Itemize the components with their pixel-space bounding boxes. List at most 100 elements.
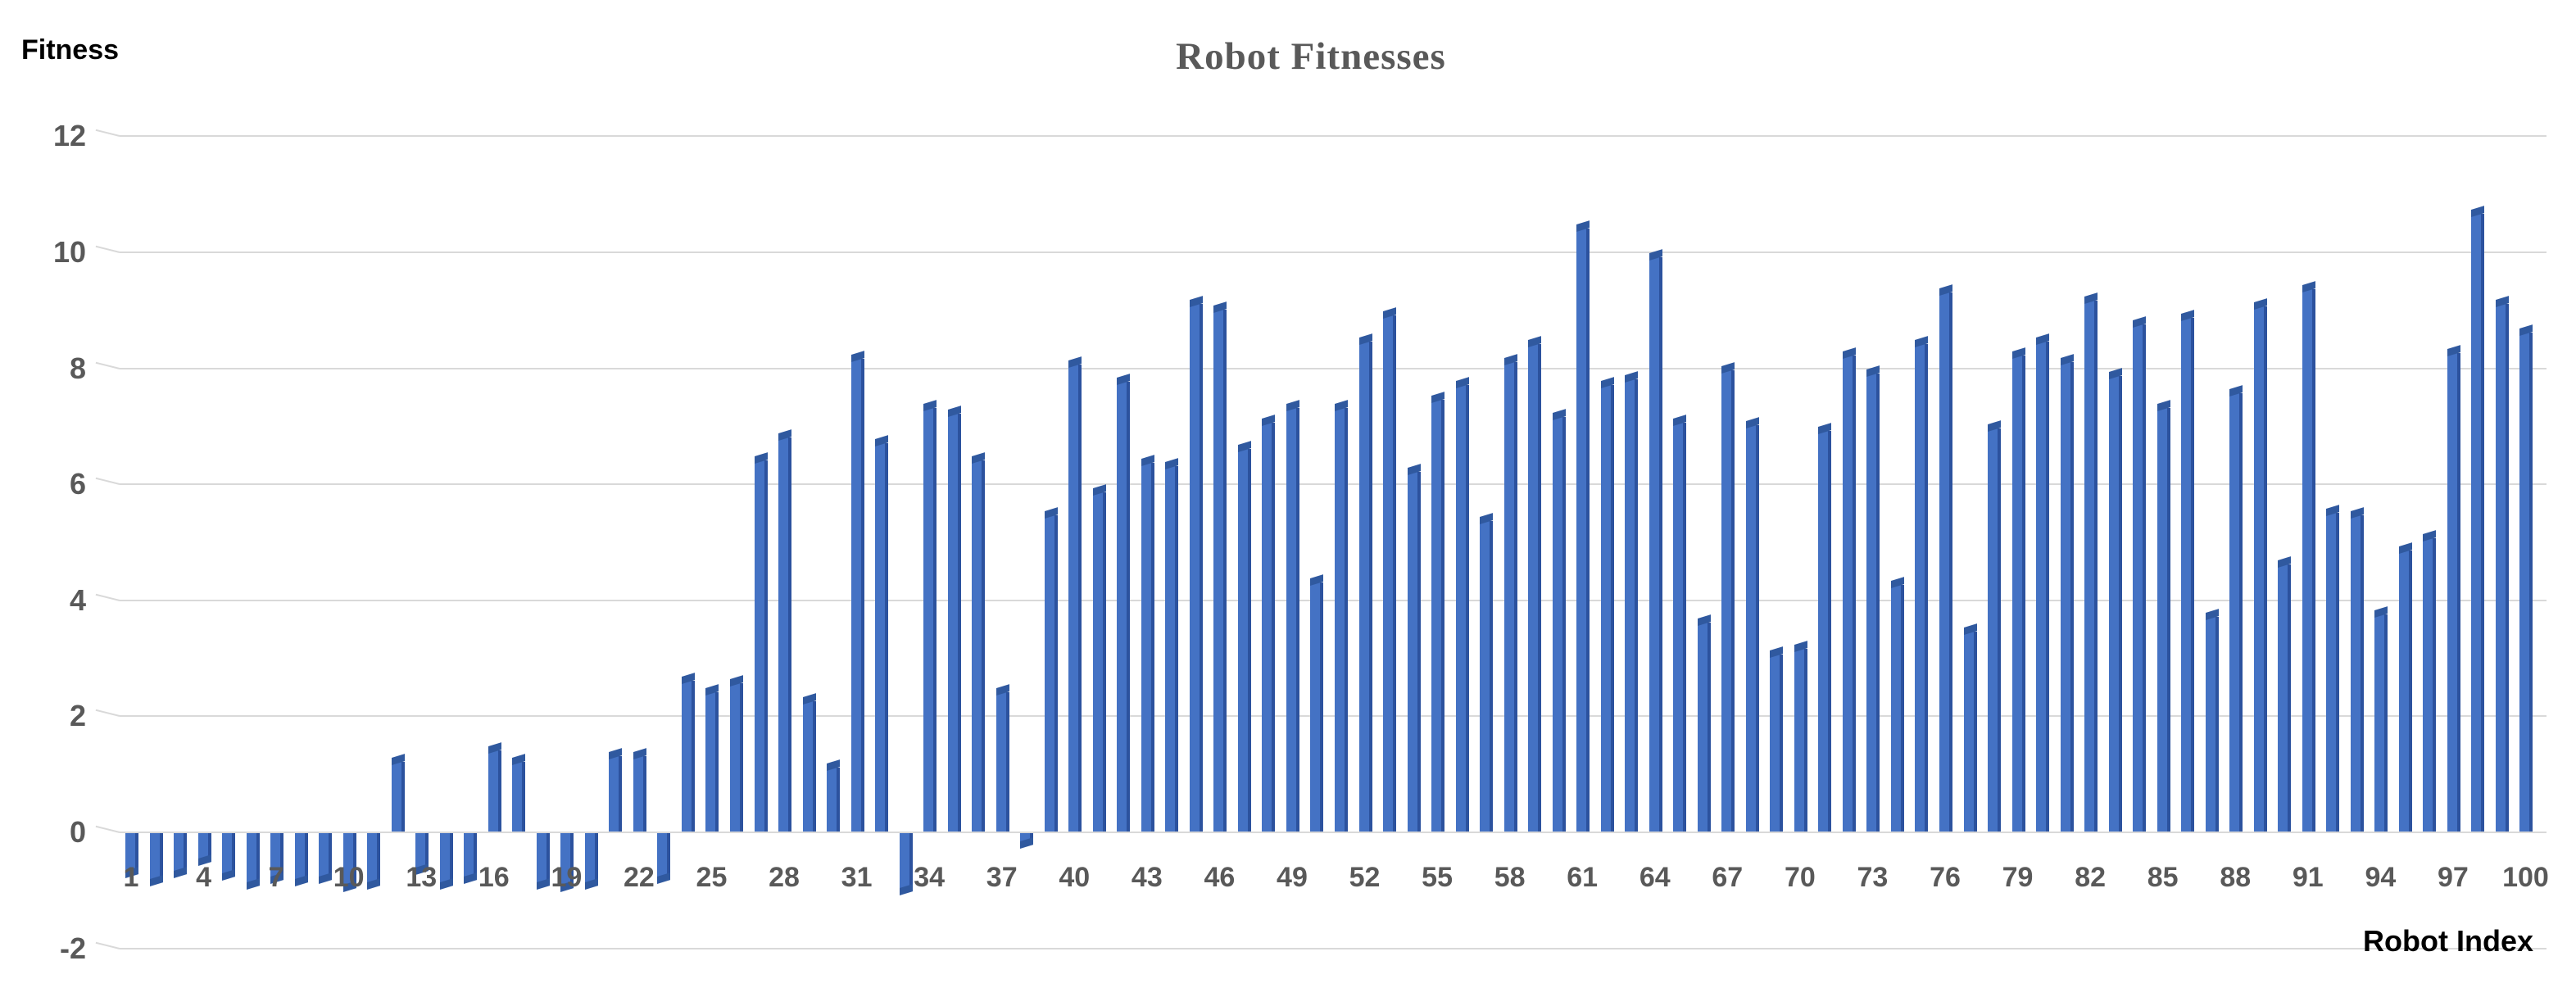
bar-robot-97 — [2447, 344, 2460, 832]
bar-robot-38 — [1020, 833, 1033, 850]
bar-3d-cap — [1383, 306, 1396, 319]
bar-3d-cap — [488, 741, 501, 754]
bar-robot-21 — [609, 748, 622, 832]
bar-3d-cap — [2157, 400, 2170, 412]
bar-robot-26 — [730, 675, 743, 832]
bar-robot-67 — [1721, 362, 1735, 832]
bar-robot-85 — [2157, 400, 2170, 832]
x-tick-label-82: 82 — [2075, 862, 2107, 893]
bar-3d-cap — [1988, 420, 2001, 432]
bar-robot-28 — [778, 428, 791, 832]
bar-robot-48 — [1262, 414, 1275, 832]
gridline-y2 — [120, 715, 2547, 718]
gridline-y6 — [120, 483, 2547, 486]
bar-robot-50 — [1310, 573, 1323, 832]
x-tick-label-58: 58 — [1494, 862, 1526, 893]
bar-robot-5 — [222, 833, 235, 881]
bar-robot-76 — [1939, 283, 1952, 832]
bar-robot-62 — [1601, 376, 1614, 832]
bar-robot-25 — [705, 684, 719, 832]
bar-3d-cap — [1891, 577, 1904, 589]
y-axis-title: Fitness — [21, 34, 120, 66]
bar-robot-32 — [875, 434, 888, 832]
bar-robot-9 — [319, 833, 332, 884]
bar-robot-53 — [1383, 306, 1396, 832]
bar-robot-87 — [2206, 609, 2219, 832]
bar-3d-cap — [1238, 440, 1251, 452]
bar-robot-15 — [464, 833, 477, 884]
bar-3d-cap — [2278, 556, 2291, 569]
gridline-y-2 — [120, 947, 2547, 949]
bar-robot-40 — [1068, 356, 1082, 832]
bar-3d-cap — [827, 759, 840, 772]
bar-robot-94 — [2374, 605, 2388, 832]
bar-robot-47 — [1238, 440, 1251, 832]
bar-robot-72 — [1843, 347, 1856, 832]
bar-3d-cap — [2061, 353, 2074, 365]
bar-3d-cap — [2302, 281, 2315, 293]
x-tick-label-76: 76 — [1930, 862, 1961, 893]
bar-3d-cap — [1843, 347, 1856, 360]
bar-robot-54 — [1408, 464, 1421, 832]
bar-3d-cap — [2471, 206, 2484, 217]
x-tick-label-64: 64 — [1639, 862, 1671, 893]
bar-robot-31 — [851, 351, 864, 832]
gridline-left-bend — [95, 709, 120, 718]
x-tick-label-1: 1 — [123, 862, 139, 893]
bar-robot-37 — [996, 684, 1009, 832]
x-tick-label-46: 46 — [1204, 862, 1236, 893]
bar-robot-71 — [1818, 423, 1831, 832]
x-tick-label-85: 85 — [2147, 862, 2179, 893]
bar-3d-cap — [512, 754, 525, 766]
bar-robot-43 — [1141, 455, 1154, 832]
x-tick-label-19: 19 — [551, 862, 583, 893]
bar-3d-cap — [1939, 283, 1952, 296]
bar-robot-33 — [900, 833, 913, 895]
bar-robot-79 — [2012, 347, 2025, 832]
bar-robot-39 — [1045, 507, 1058, 832]
bar-robot-58 — [1504, 353, 1517, 832]
bar-3d-cap — [1117, 374, 1130, 386]
bar-robot-10 — [343, 833, 356, 893]
bar-robot-59 — [1528, 336, 1541, 832]
bar-3d-cap — [1165, 458, 1178, 469]
bar-3d-cap — [1576, 220, 1590, 232]
x-tick-label-79: 79 — [2002, 862, 2034, 893]
bar-robot-11 — [367, 833, 380, 890]
y-tick-label: -2 — [59, 931, 86, 965]
bar-robot-1 — [125, 833, 138, 878]
bar-3d-cap — [2374, 605, 2388, 618]
bar-robot-4 — [198, 833, 211, 867]
bar-robot-27 — [755, 451, 768, 832]
bar-3d-cap — [1553, 408, 1566, 420]
bar-robot-34 — [923, 400, 937, 832]
bar-3d-cap — [1286, 400, 1299, 412]
bar-3d-cap — [2519, 324, 2533, 337]
bar-robot-46 — [1213, 301, 1227, 832]
bar-3d-cap — [1721, 362, 1735, 374]
bar-robot-55 — [1431, 391, 1444, 832]
bar-robot-35 — [948, 406, 961, 832]
bar-3d-cap — [2254, 298, 2267, 310]
bar-3d-cap — [755, 451, 768, 464]
bar-3d-cap — [1601, 376, 1614, 388]
gridline-left-bend — [95, 245, 120, 253]
y-tick-label: 0 — [69, 815, 86, 849]
gridline-left-bend — [95, 941, 120, 949]
x-tick-label-61: 61 — [1567, 862, 1599, 893]
gridline-left-bend — [95, 593, 120, 601]
bar-robot-65 — [1673, 414, 1686, 832]
bar-3d-cap — [1213, 301, 1227, 313]
bar-3d-cap — [1456, 376, 1469, 388]
bar-robot-6 — [247, 833, 260, 890]
y-tick-label: 2 — [69, 699, 86, 733]
x-tick-label-43: 43 — [1131, 862, 1163, 893]
bar-3d-cap — [1964, 623, 1977, 635]
x-tick-label-16: 16 — [478, 862, 510, 893]
bar-3d-cap — [1625, 370, 1638, 383]
bar-robot-92 — [2326, 504, 2339, 832]
bar-robot-41 — [1093, 483, 1106, 832]
x-tick-label-31: 31 — [841, 862, 873, 893]
x-tick-label-55: 55 — [1422, 862, 1453, 893]
bar-3d-cap — [778, 428, 791, 441]
